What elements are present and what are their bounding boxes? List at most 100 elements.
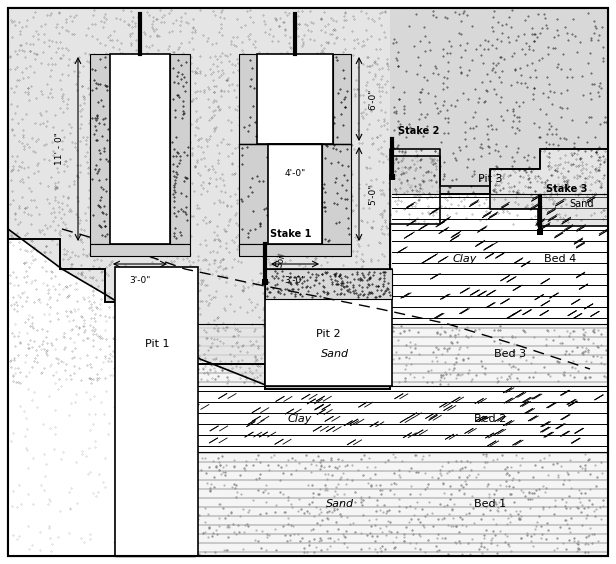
Point bbox=[402, 503, 411, 512]
Point bbox=[286, 350, 296, 359]
Point bbox=[596, 353, 606, 362]
Point bbox=[269, 451, 278, 460]
Point bbox=[495, 480, 505, 489]
Point bbox=[508, 347, 518, 356]
Point bbox=[366, 522, 376, 531]
Point bbox=[219, 545, 229, 554]
Point bbox=[438, 371, 448, 380]
Point bbox=[264, 531, 274, 540]
Point bbox=[366, 482, 376, 491]
Point bbox=[366, 332, 376, 341]
Point bbox=[459, 488, 469, 497]
Point bbox=[364, 492, 374, 501]
Point bbox=[304, 351, 314, 360]
Point bbox=[379, 501, 389, 510]
Point bbox=[394, 506, 403, 515]
Bar bbox=[195, 452, 608, 556]
Point bbox=[295, 536, 305, 545]
Point bbox=[549, 546, 559, 555]
Point bbox=[494, 498, 504, 507]
Point bbox=[370, 520, 379, 529]
Point bbox=[333, 455, 343, 464]
Point bbox=[528, 541, 538, 550]
Point bbox=[407, 525, 416, 534]
Point bbox=[422, 377, 432, 386]
Point bbox=[479, 534, 488, 543]
Point bbox=[440, 328, 450, 337]
Point bbox=[384, 505, 394, 514]
Point bbox=[461, 462, 471, 472]
Point bbox=[461, 510, 471, 519]
Point bbox=[381, 457, 391, 466]
Point bbox=[400, 536, 410, 545]
Point bbox=[420, 484, 430, 493]
Point bbox=[490, 499, 500, 508]
Point bbox=[345, 520, 355, 529]
Point bbox=[404, 466, 414, 475]
Point bbox=[578, 350, 588, 359]
Point bbox=[339, 539, 349, 548]
Point bbox=[319, 353, 329, 362]
Point bbox=[504, 471, 514, 480]
Point bbox=[447, 489, 456, 498]
Point bbox=[399, 530, 408, 539]
Point bbox=[346, 496, 356, 505]
Point bbox=[278, 468, 288, 477]
Point bbox=[493, 503, 503, 512]
Point bbox=[592, 351, 602, 360]
Point bbox=[185, 325, 195, 334]
Point bbox=[239, 358, 249, 367]
Point bbox=[335, 474, 345, 483]
Point bbox=[351, 364, 360, 373]
Point bbox=[224, 522, 234, 531]
Point bbox=[451, 324, 461, 333]
Point bbox=[304, 351, 314, 360]
Point bbox=[585, 524, 595, 533]
Point bbox=[443, 549, 453, 558]
Point bbox=[445, 482, 455, 491]
Point bbox=[319, 462, 329, 471]
Point bbox=[503, 468, 513, 477]
Point bbox=[498, 356, 508, 365]
Point bbox=[439, 479, 448, 488]
Point bbox=[283, 519, 293, 528]
Point bbox=[458, 483, 468, 492]
Point bbox=[512, 373, 522, 382]
Point bbox=[576, 488, 586, 497]
Point bbox=[253, 536, 263, 545]
Point bbox=[519, 327, 529, 336]
Point bbox=[492, 549, 502, 558]
Point bbox=[445, 369, 455, 378]
Point bbox=[432, 547, 442, 556]
Point bbox=[275, 487, 285, 496]
Point bbox=[413, 467, 423, 476]
Point bbox=[493, 376, 503, 385]
Point bbox=[298, 369, 308, 378]
Point bbox=[333, 525, 343, 534]
Point bbox=[593, 342, 603, 351]
Point bbox=[286, 500, 296, 509]
Point bbox=[556, 338, 565, 347]
Point bbox=[581, 356, 591, 365]
Point bbox=[363, 367, 373, 376]
Point bbox=[552, 356, 562, 365]
Point bbox=[237, 490, 246, 499]
Point bbox=[551, 501, 561, 510]
Point bbox=[568, 356, 578, 365]
Point bbox=[515, 506, 525, 515]
Point bbox=[456, 457, 466, 466]
Point bbox=[270, 546, 280, 555]
Point bbox=[506, 462, 516, 472]
Point bbox=[356, 454, 366, 463]
Point bbox=[509, 340, 519, 349]
Point bbox=[573, 504, 583, 513]
Point bbox=[497, 450, 507, 459]
Point bbox=[471, 370, 480, 379]
Point bbox=[315, 458, 325, 467]
Point bbox=[314, 490, 323, 499]
Point bbox=[578, 334, 588, 343]
Point bbox=[336, 497, 346, 506]
Point bbox=[316, 545, 326, 554]
Point bbox=[515, 352, 525, 361]
Point bbox=[591, 482, 601, 491]
